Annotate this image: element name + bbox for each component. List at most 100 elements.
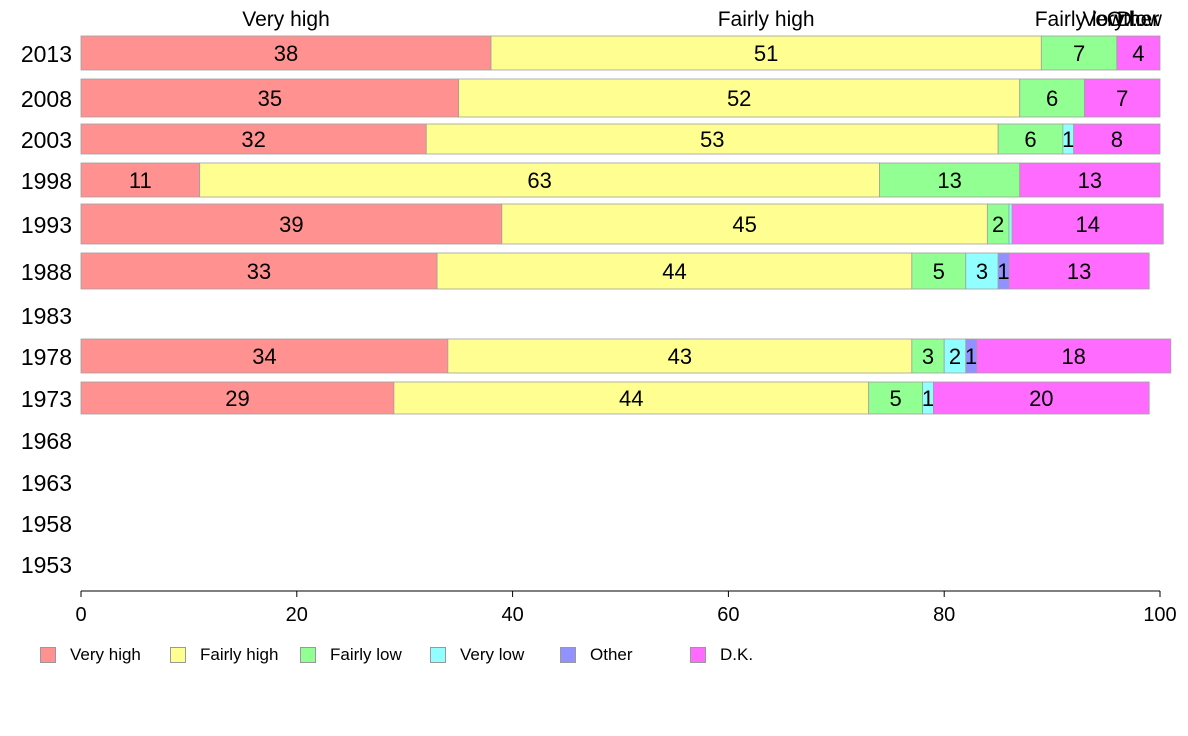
bar-segment [1011,203,1164,245]
bar-segment [1019,78,1085,118]
y-tick-label: 1963 [21,470,72,496]
x-tick-label: 100 [1143,604,1176,626]
legend-swatch [300,647,316,663]
bar-segment [80,338,449,374]
bar-segment [80,78,460,118]
bar-value-label: 34 [252,344,276,369]
bar-value-label: 63 [527,168,551,193]
bar-value-label: 13 [1067,259,1091,284]
bar-segment [393,381,870,415]
y-tick-label: 1973 [21,386,72,412]
bar-value-label: 43 [668,344,692,369]
bar-value-label: 53 [700,127,724,152]
y-tick-label: 2008 [21,86,72,112]
series-top-label: Very low [1083,8,1163,31]
bar-value-label: 2 [949,344,961,369]
legend-swatch [560,647,576,663]
bar-segment [1008,252,1150,290]
bar-segment [1019,162,1161,198]
bar-value-label: 51 [754,41,778,66]
bar-segment [976,338,1172,374]
legend-label: Fairly high [200,645,279,664]
y-tick-label: 1983 [21,303,72,329]
y-tick-label: 2003 [21,127,72,153]
legend-item-dk: D.K. [690,644,753,666]
bar-value-label: 44 [619,386,643,411]
y-tick-label: 1978 [21,344,72,370]
y-tick-label: 1953 [21,552,72,578]
bar-segment [490,35,1042,71]
y-tick-label: 1993 [21,212,72,238]
bar-value-label: 38 [274,41,298,66]
series-top-label: D... [1117,8,1150,31]
bar-value-label: 52 [727,86,751,111]
bar-value-label: 13 [1078,168,1102,193]
bar-value-label: 18 [1061,344,1085,369]
bar-segment [965,252,999,290]
bar-value-label: 11 [129,168,152,193]
bar-segment [80,35,492,71]
bar-value-label: 3 [976,259,988,284]
bar-segment [933,381,1150,415]
legend-label: Fairly low [330,645,402,664]
legend-item-very-low: Very low [430,644,524,666]
legend-item-other: Other [560,644,633,666]
legend-swatch [170,647,186,663]
legend-swatch [430,647,446,663]
bar-value-label: 5 [933,259,945,284]
legend-label: Other [590,645,633,664]
bar-segment [1084,78,1161,118]
bar-segment [868,381,924,415]
bar-value-label: 20 [1029,386,1053,411]
bar-value-label: 7 [1116,86,1128,111]
bar-segment [80,252,438,290]
x-tick-label: 40 [501,604,523,626]
bar-value-label: 14 [1075,212,1099,237]
bar-value-label: 1 [922,386,934,411]
bar-value-label: 33 [247,259,271,284]
bar-value-label: 7 [1073,41,1085,66]
legend-item-very-high: Very high [40,644,141,666]
x-tick-label: 20 [286,604,308,626]
bar-segment [80,123,427,155]
y-tick-label: 1958 [21,511,72,537]
bar-value-label: 39 [279,212,303,237]
bar-value-label: 2 [992,212,1004,237]
legend-swatch [690,647,706,663]
legend-swatch [40,647,56,663]
bar-value-label: 29 [225,386,249,411]
legend-label: Very high [70,645,141,664]
bar-segment [425,123,999,155]
series-top-label: Fairly high [718,8,815,31]
bar-segment [447,338,913,374]
bar-segment [1073,123,1161,155]
legend-label: Very low [460,645,525,664]
legend-item-fairly-high: Fairly high [170,644,278,666]
bar-value-label: 8 [1111,127,1123,152]
bar-value-label: 4 [1132,41,1144,66]
y-tick-label: 1998 [21,168,72,194]
x-tick-label: 80 [933,604,955,626]
bar-value-label: 44 [662,259,686,284]
bar-segment [458,78,1021,118]
bar-value-label: 1 [997,259,1009,284]
bar-segment [80,162,201,198]
bar-value-label: 3 [922,344,934,369]
y-tick-label: 1968 [21,428,72,454]
bar-value-label: 13 [937,168,961,193]
bar-segment [80,381,395,415]
bar-segment [879,162,1021,198]
x-tick-label: 0 [75,604,86,626]
bar-value-label: 45 [732,212,756,237]
bar-segment [1040,35,1118,71]
bar-value-label: 1 [1062,127,1074,152]
bar-value-label: 6 [1024,127,1036,152]
bar-segment [199,162,880,198]
y-tick-label: 1988 [21,259,72,285]
x-tick-label: 60 [717,604,739,626]
bar-segment [911,252,967,290]
bar-value-label: 32 [241,127,265,152]
series-top-label: Other [1107,8,1160,31]
bar-segment [1116,35,1161,71]
